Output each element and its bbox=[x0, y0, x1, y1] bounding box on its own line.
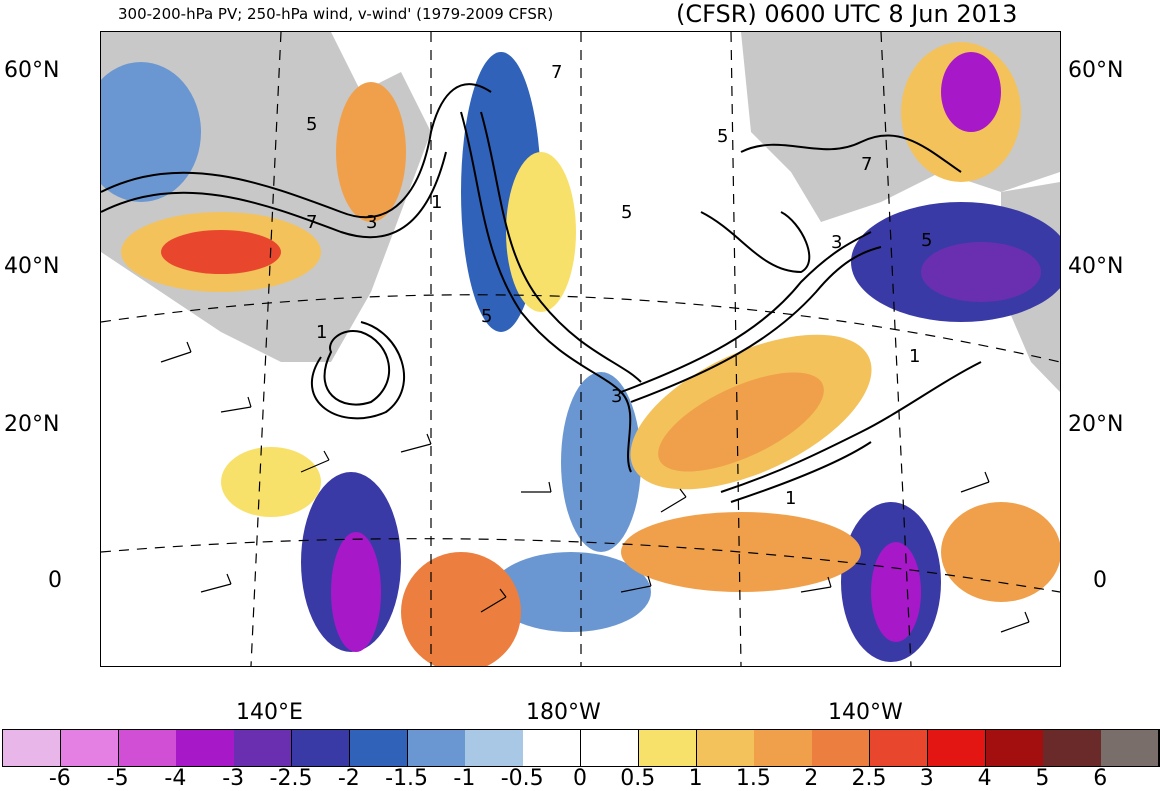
lat-label-left: 60°N bbox=[4, 58, 60, 83]
colorbar-tick-label: -4 bbox=[164, 766, 187, 791]
contour-label: 5 bbox=[306, 114, 317, 135]
contour-label: 1 bbox=[431, 192, 442, 213]
contour-label: 5 bbox=[921, 230, 932, 251]
contour-label: 5 bbox=[481, 306, 492, 327]
contour-label: 1 bbox=[785, 488, 796, 509]
pv-contours bbox=[101, 83, 982, 503]
contour-label: 1 bbox=[316, 322, 327, 343]
colorbar-tick-label: 2.5 bbox=[851, 766, 887, 791]
contour-labels: 5 3 7 1 1 5 3 5 7 5 7 3 1 1 5 bbox=[306, 62, 932, 509]
purple-core-se bbox=[871, 542, 921, 642]
map-panel: 5 3 7 1 1 5 3 5 7 5 7 3 1 1 5 bbox=[100, 31, 1061, 667]
colorbar-swatch bbox=[1101, 730, 1160, 766]
contour-label: 5 bbox=[621, 202, 632, 223]
blue-area-west bbox=[101, 62, 201, 202]
colorbar-tick-label: 6 bbox=[1093, 766, 1108, 791]
colorbar-swatch bbox=[696, 730, 755, 766]
colorbar-swatch bbox=[465, 730, 524, 766]
wind-barbs bbox=[160, 341, 1030, 633]
purple-core-sw bbox=[331, 532, 381, 652]
warm-band-core bbox=[658, 372, 824, 472]
colorbar-tick-label: 3 bbox=[919, 766, 934, 791]
blue-area-south bbox=[491, 552, 651, 632]
colorbar-swatch bbox=[812, 730, 871, 766]
colorbar-tick-label: 5 bbox=[1035, 766, 1050, 791]
colorbar-swatch bbox=[581, 730, 640, 766]
contour-label: 1 bbox=[909, 346, 920, 367]
colorbar-swatch bbox=[1043, 730, 1102, 766]
colorbar-swatch bbox=[234, 730, 293, 766]
contour-label: 7 bbox=[861, 154, 872, 175]
colorbar-tick-label: -5 bbox=[106, 766, 129, 791]
colorbar-swatch bbox=[292, 730, 351, 766]
lat-label-right: 20°N bbox=[1068, 412, 1124, 437]
colorbar-swatch bbox=[349, 730, 409, 766]
colorbar-swatch bbox=[754, 730, 813, 766]
colorbar-tick-label: -6 bbox=[48, 766, 71, 791]
colorbar-tick-label: -2.5 bbox=[269, 766, 313, 791]
colorbar-tick-label: -0.5 bbox=[500, 766, 544, 791]
contour-label: 7 bbox=[551, 62, 562, 83]
lon-label: 140°E bbox=[236, 700, 303, 725]
lat-label-left: 20°N bbox=[4, 412, 60, 437]
colorbar-tick-label: -1.5 bbox=[385, 766, 429, 791]
colorbar-swatch bbox=[407, 730, 466, 766]
lat-label-right: 60°N bbox=[1068, 58, 1124, 83]
contour-label: 7 bbox=[306, 212, 317, 233]
colorbar-swatch bbox=[985, 730, 1044, 766]
colorbar-swatch bbox=[927, 730, 987, 766]
map-subtitle: 300-200-hPa PV; 250-hPa wind, v-wind' (1… bbox=[118, 5, 554, 23]
purple-ne-core bbox=[941, 52, 1001, 132]
warm-core-west bbox=[161, 230, 281, 274]
yellow-area-west bbox=[221, 447, 321, 517]
colorbar-tick-label: 2 bbox=[804, 766, 819, 791]
colorbar-tick-label: -1 bbox=[453, 766, 476, 791]
map-title: (CFSR) 0600 UTC 8 Jun 2013 bbox=[676, 0, 1018, 28]
lat-label-right: 40°N bbox=[1068, 254, 1124, 279]
purple-core-east bbox=[921, 242, 1041, 302]
colorbar-tick-label: 0 bbox=[573, 766, 587, 791]
lon-label: 140°W bbox=[828, 700, 903, 725]
contour-label: 5 bbox=[717, 126, 728, 147]
colorbar-tick-label: 4 bbox=[977, 766, 992, 791]
graticule bbox=[101, 32, 1060, 666]
colorbar-swatch bbox=[60, 730, 120, 766]
colorbar-tick-label: -3 bbox=[222, 766, 245, 791]
warm-area-far-east bbox=[941, 502, 1060, 602]
lat-label-left: 40°N bbox=[4, 254, 60, 279]
warm-area-se-band bbox=[621, 512, 861, 592]
colorbar-tick-label: 0.5 bbox=[620, 766, 656, 791]
colorbar-swatch bbox=[870, 730, 929, 766]
colorbar-swatch bbox=[176, 730, 235, 766]
lon-label: 180°W bbox=[526, 700, 601, 725]
colorbar-swatch bbox=[638, 730, 698, 766]
contour-label: 3 bbox=[366, 212, 377, 233]
contour-label: 3 bbox=[831, 232, 842, 253]
colorbar-swatch bbox=[118, 730, 177, 766]
colorbar-tick-label: -2 bbox=[337, 766, 360, 791]
colorbar-swatch bbox=[523, 730, 582, 766]
colorbar-tick-label: 1.5 bbox=[735, 766, 771, 791]
map-field-svg: 5 3 7 1 1 5 3 5 7 5 7 3 1 1 5 bbox=[101, 32, 1060, 666]
warm-ridge-north bbox=[336, 82, 406, 222]
yellow-ridge bbox=[506, 152, 576, 312]
colorbar-tick-label: 1 bbox=[688, 766, 703, 791]
colorbar bbox=[2, 729, 1160, 767]
lat-label-left: 0 bbox=[48, 568, 62, 593]
colorbar-swatch bbox=[3, 730, 62, 766]
lat-label-right: 0 bbox=[1093, 568, 1107, 593]
contour-label: 3 bbox=[611, 386, 622, 407]
